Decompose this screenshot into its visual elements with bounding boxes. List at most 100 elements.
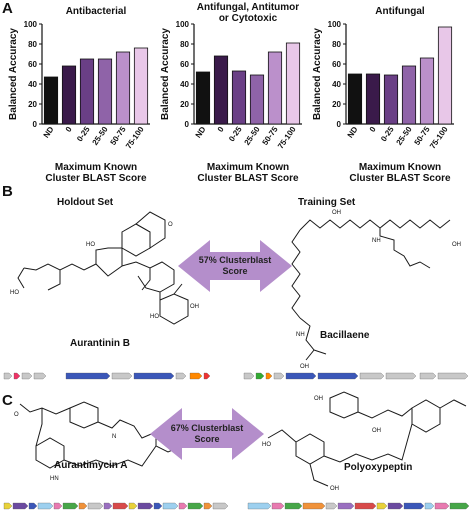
aurantimycin-a-name: Aurantimycin A (54, 460, 128, 471)
bar-charts-svg: Antibacterial 0 20 40 60 80 100 Balanced Accura… (8, 2, 454, 184)
x-tick-label: 0-25 (379, 125, 396, 144)
atom-oh-c1: OH (314, 396, 323, 402)
y-tick-label: 60 (28, 60, 37, 69)
gene-arrow (137, 502, 154, 510)
gene-arrow (187, 502, 204, 510)
gene-arrow (175, 372, 187, 380)
bar-75-100 (133, 47, 149, 125)
y-axis-label: Balanced Accuracy (312, 28, 323, 120)
y-axis-label: Balanced Accuracy (160, 28, 171, 120)
bar-0 (213, 55, 229, 125)
gene-cluster-track-c (3, 502, 470, 510)
gene-arrow (78, 502, 88, 510)
arrow-c-text-1: 67% Clusterblast (171, 423, 244, 433)
x-tick-label: 75-100 (276, 125, 298, 151)
aurantinin-b-name: Aurantinin B (70, 338, 130, 349)
gene-arrow (354, 502, 377, 510)
y-tick-label: 40 (332, 80, 341, 89)
y-tick-label: 0 (337, 120, 342, 129)
gene-arrow (13, 372, 21, 380)
gene-arrow (189, 372, 203, 380)
bar-50-75 (115, 51, 131, 125)
holdout-set-label: Holdout Set (57, 197, 114, 208)
x-tick-label: 25-50 (243, 125, 262, 147)
chart-title-line: Antifungal, Antitumor (197, 2, 299, 13)
chart-title-line: or Cytotoxic (219, 13, 278, 24)
y-axis-label: Balanced Accuracy (8, 28, 19, 120)
gene-arrow (317, 372, 359, 380)
gene-arrow (437, 372, 469, 380)
bar-25-50 (401, 65, 417, 125)
atom-ho: HO (86, 242, 95, 248)
gene-arrow (337, 502, 355, 510)
gene-arrow (271, 502, 285, 510)
clusterblast-arrow-b (178, 240, 292, 292)
arrow-b-text-1: 57% Clusterblast (199, 255, 272, 265)
x-tick-label: 0 (216, 125, 226, 134)
atom-oh-c3: OH (330, 486, 339, 492)
x-tick-label: 0-25 (227, 125, 244, 144)
gene-arrow (178, 502, 188, 510)
gene-arrow (255, 372, 265, 380)
atom-o-c1: O (14, 412, 19, 418)
gene-arrow (203, 372, 211, 380)
clusterblast-arrow-c (150, 408, 264, 460)
atom-nh-b: NH (372, 238, 381, 244)
atom-nh-b2: NH (296, 332, 305, 338)
gene-arrow (87, 502, 104, 510)
gene-arrow (302, 502, 326, 510)
bar-25-50 (249, 74, 265, 125)
bar-ND (195, 71, 211, 125)
y-tick-label: 0 (33, 120, 38, 129)
gene-arrow (33, 372, 47, 380)
gene-arrow (128, 502, 138, 510)
gene-arrow (212, 502, 229, 510)
y-tick-label: 60 (332, 60, 341, 69)
atom-oh-b2: OH (452, 242, 461, 248)
y-tick-label: 0 (185, 120, 190, 129)
arrow-c-text-2: Score (194, 434, 219, 444)
x-axis-label-line: Maximum Known (55, 162, 137, 173)
x-tick-label: 75-100 (124, 125, 146, 151)
bar-0 (365, 73, 381, 125)
x-axis-label-line: Cluster BLAST Score (197, 173, 299, 184)
gene-arrow (133, 372, 175, 380)
y-tick-label: 20 (332, 100, 341, 109)
panel-a-charts: Antibacterial 0 20 40 60 80 100 Balanced Accura… (0, 0, 474, 190)
gene-arrow (247, 502, 272, 510)
gene-cluster-track-b (3, 372, 469, 380)
gene-arrow (111, 372, 133, 380)
y-tick-label: 40 (180, 80, 189, 89)
arrow-b-text-2: Score (222, 266, 247, 276)
bar-ND (347, 73, 363, 125)
x-tick-label: ND (42, 125, 56, 140)
gene-arrow (403, 502, 425, 510)
x-tick-label: 25-50 (91, 125, 110, 147)
x-tick-label: ND (346, 125, 360, 140)
y-tick-label: 80 (332, 40, 341, 49)
y-tick-label: 100 (176, 20, 190, 29)
bar-50-75 (419, 57, 435, 125)
chart-title-line: Antibacterial (66, 6, 127, 17)
y-tick-label: 100 (24, 20, 38, 29)
bar-ND (43, 76, 59, 125)
bar-0-25 (383, 74, 399, 125)
gene-arrow (376, 502, 388, 510)
bar-0-25 (231, 70, 247, 125)
panel-label-b: B (2, 183, 13, 200)
panel-c: O N HN O Aurantimycin A 67% Clusterblast… (0, 390, 474, 512)
gene-arrow (62, 502, 79, 510)
bar-75-100 (437, 26, 453, 125)
chart-antibacterial: Antibacterial 0 20 40 60 80 100 Balanced Accura… (8, 6, 150, 184)
x-tick-label: 0-25 (75, 125, 92, 144)
gene-arrow (243, 372, 255, 380)
x-tick-label: ND (194, 125, 208, 140)
chart-title-line: Antifungal (375, 6, 425, 17)
gene-arrow (325, 502, 338, 510)
panel-label-a: A (2, 0, 13, 17)
y-tick-label: 60 (180, 60, 189, 69)
panel-label-c: C (2, 392, 13, 409)
y-tick-label: 20 (28, 100, 37, 109)
atom-n-c1: N (112, 434, 116, 440)
